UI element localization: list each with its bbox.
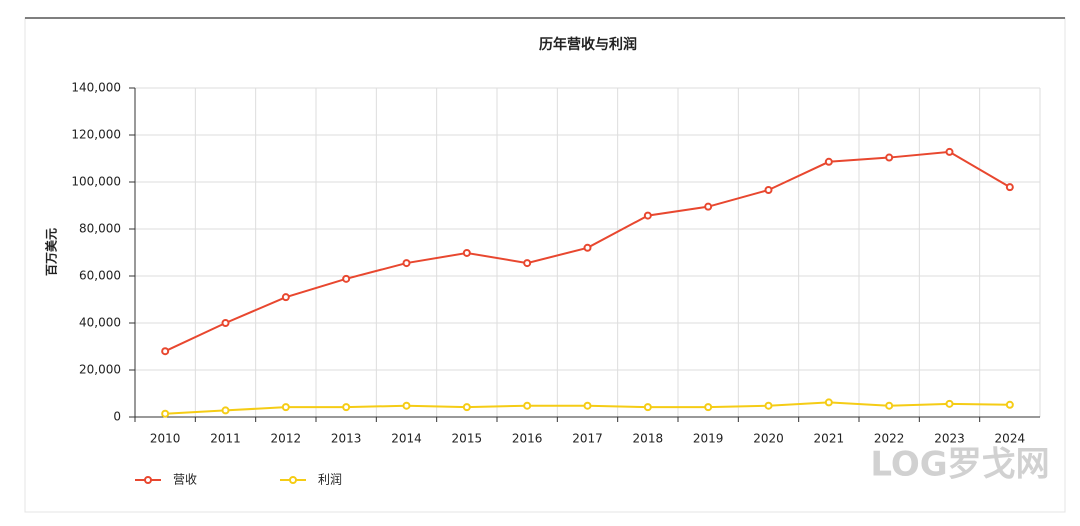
x-tick-label: 2011 — [210, 432, 241, 446]
x-tick-label: 2021 — [814, 432, 845, 446]
x-tick-label: 2015 — [452, 432, 483, 446]
chart-title: 历年营收与利润 — [539, 36, 637, 53]
x-tick-label: 2020 — [753, 432, 784, 446]
point — [704, 403, 713, 412]
point — [885, 401, 894, 410]
point — [221, 406, 230, 415]
point — [1005, 400, 1014, 409]
y-tick-label: 120,000 — [71, 128, 121, 142]
x-tick-label: 2014 — [391, 432, 422, 446]
point — [643, 211, 652, 220]
point — [462, 403, 471, 412]
point — [342, 403, 351, 412]
y-tick-label: 140,000 — [71, 81, 121, 95]
legend-label: 利润 — [318, 473, 342, 487]
y-tick-label: 80,000 — [79, 222, 121, 236]
x-tick-label: 2022 — [874, 432, 905, 446]
point — [885, 153, 894, 162]
frame — [24, 17, 1066, 513]
point — [281, 293, 290, 302]
y-tick-label: 20,000 — [79, 363, 121, 377]
legend-marker — [289, 476, 297, 484]
x-tick-label: 2023 — [934, 432, 965, 446]
point — [221, 319, 230, 327]
point — [342, 274, 351, 283]
y-tick-label: 40,000 — [79, 316, 121, 330]
point — [161, 347, 170, 356]
legend-marker — [144, 476, 152, 484]
point — [523, 401, 532, 410]
point — [161, 409, 170, 418]
point — [462, 248, 471, 257]
x-tick-label: 2017 — [572, 432, 603, 446]
point — [945, 399, 954, 408]
point — [945, 147, 954, 156]
x-tick-label: 2019 — [693, 432, 724, 446]
x-tick-label: 2024 — [995, 432, 1026, 446]
point — [402, 401, 411, 410]
point — [583, 401, 592, 410]
legend-label: 营收 — [173, 473, 197, 487]
point — [643, 403, 652, 412]
point — [704, 202, 713, 211]
point — [824, 157, 833, 166]
point — [824, 398, 833, 407]
watermark: LOG罗戈网 — [870, 445, 1049, 485]
x-tick-label: 2010 — [150, 432, 181, 446]
point — [1005, 183, 1014, 192]
y-axis-label: 百万美元 — [44, 228, 59, 276]
point — [583, 243, 592, 252]
point — [764, 401, 773, 410]
x-tick-label: 2018 — [633, 432, 664, 446]
x-tick-label: 2016 — [512, 432, 543, 446]
y-tick-label: 100,000 — [71, 175, 121, 189]
x-tick-label: 2012 — [271, 432, 302, 446]
point — [523, 259, 532, 268]
point — [402, 259, 411, 268]
x-tick-label: 2013 — [331, 432, 362, 446]
point — [281, 403, 290, 412]
y-tick-label: 60,000 — [79, 269, 121, 283]
point — [764, 185, 773, 194]
y-tick-label: 0 — [113, 410, 121, 424]
